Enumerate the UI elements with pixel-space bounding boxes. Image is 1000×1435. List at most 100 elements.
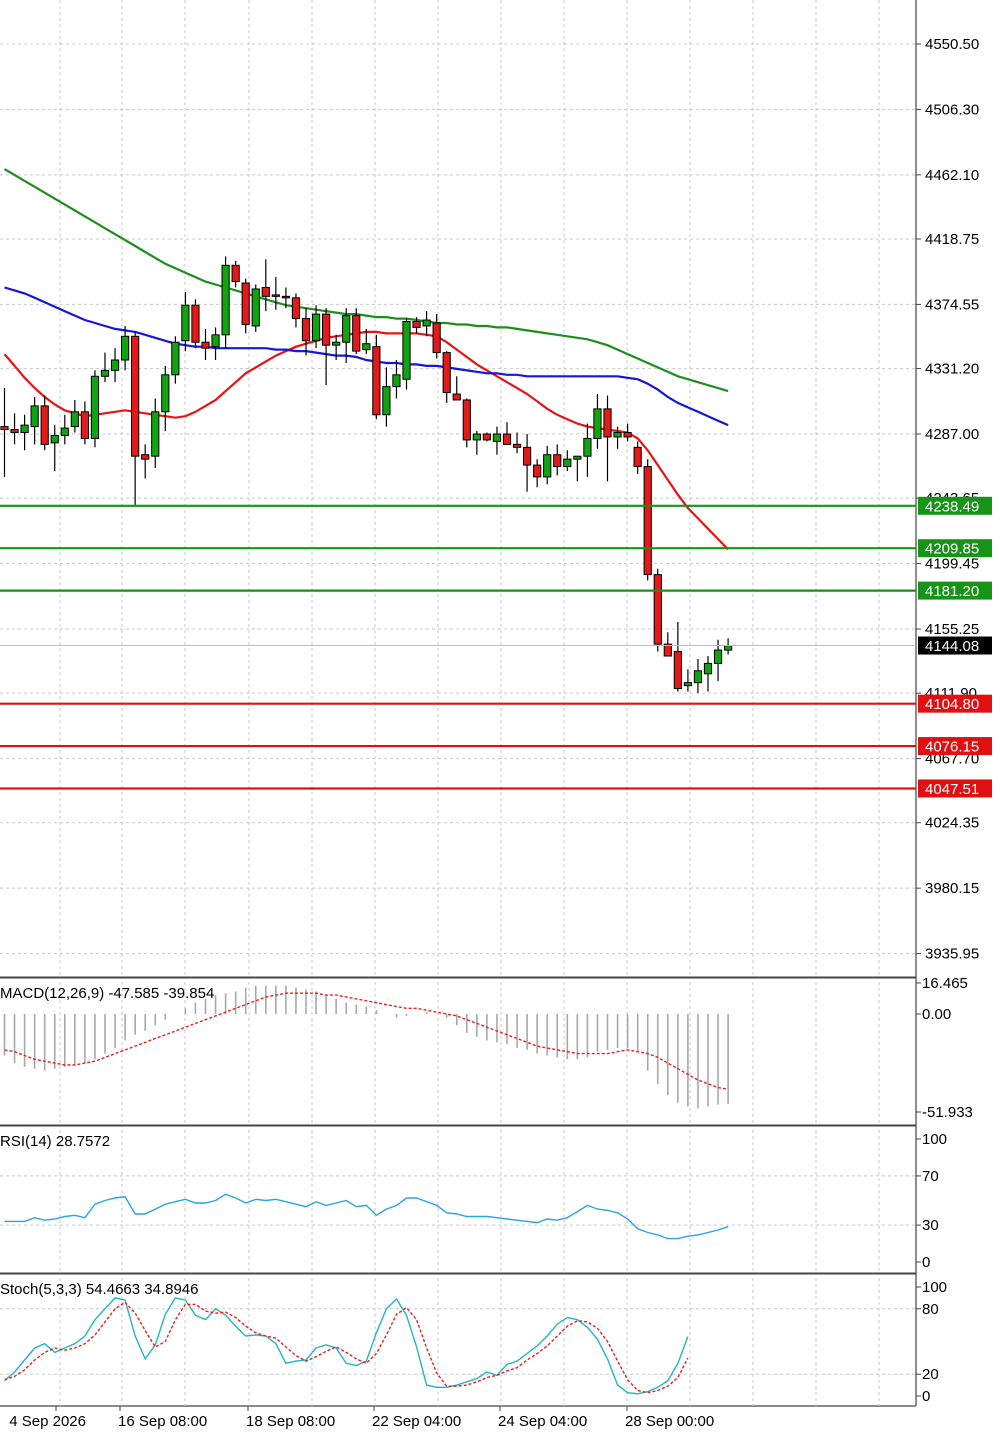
- candle[interactable]: [322, 308, 331, 386]
- candle-body: [392, 374, 401, 388]
- candle[interactable]: [70, 399, 79, 433]
- candle[interactable]: [60, 414, 69, 445]
- candle[interactable]: [653, 568, 662, 652]
- candle[interactable]: [583, 423, 592, 477]
- candle[interactable]: [151, 398, 160, 469]
- candle-body: [523, 446, 532, 466]
- candle[interactable]: [100, 352, 110, 383]
- candle[interactable]: [482, 432, 491, 442]
- candle[interactable]: [372, 334, 381, 420]
- candle-body: [422, 319, 431, 327]
- candle[interactable]: [673, 621, 682, 692]
- candle[interactable]: [141, 444, 150, 479]
- candle[interactable]: [181, 291, 190, 352]
- candle[interactable]: [211, 327, 220, 360]
- candle[interactable]: [563, 450, 572, 472]
- candle-body: [432, 322, 441, 354]
- candle[interactable]: [643, 459, 652, 581]
- candle[interactable]: [20, 414, 29, 451]
- candle[interactable]: [30, 396, 39, 445]
- candle[interactable]: [573, 455, 582, 482]
- resistance-label-box: [918, 539, 992, 558]
- candle-body: [462, 399, 471, 441]
- candle[interactable]: [301, 308, 311, 356]
- candle[interactable]: [291, 293, 301, 328]
- candle[interactable]: [110, 348, 120, 383]
- candle[interactable]: [251, 284, 260, 332]
- candle[interactable]: [362, 328, 371, 355]
- candle[interactable]: [342, 308, 351, 363]
- x-tick-label: 4 Sep 2026: [9, 1413, 86, 1430]
- candle[interactable]: [462, 398, 471, 448]
- candle[interactable]: [593, 394, 602, 449]
- candle[interactable]: [352, 308, 361, 355]
- candle[interactable]: [161, 365, 170, 432]
- candle[interactable]: [231, 260, 240, 288]
- candle[interactable]: [241, 278, 250, 334]
- candle[interactable]: [432, 314, 441, 359]
- candle[interactable]: [693, 658, 703, 694]
- candle-body: [231, 264, 240, 283]
- macd-y-tick-label: 0.00: [922, 1006, 951, 1023]
- candle[interactable]: [613, 426, 622, 449]
- x-axis: 4 Sep 2026 16 Sep 08:00 18 Sep 08:00 22 Sep…: [9, 1406, 714, 1430]
- candle[interactable]: [523, 434, 532, 492]
- candle[interactable]: [663, 632, 672, 657]
- candle[interactable]: [553, 444, 562, 476]
- x-tick-label: 28 Sep 00:00: [625, 1413, 714, 1430]
- candle[interactable]: [713, 639, 723, 682]
- candle[interactable]: [442, 351, 451, 403]
- candle[interactable]: [40, 395, 49, 451]
- candle-body: [141, 454, 150, 460]
- candle[interactable]: [332, 334, 341, 360]
- candle[interactable]: [80, 401, 90, 445]
- candle[interactable]: [90, 370, 100, 448]
- support-label-box: [918, 737, 992, 756]
- candle[interactable]: [131, 331, 140, 507]
- candle[interactable]: [221, 256, 230, 349]
- candle[interactable]: [603, 395, 612, 482]
- candle[interactable]: [633, 441, 642, 474]
- y-tick-label: 3980.15: [925, 880, 979, 897]
- candle-body: [281, 295, 290, 299]
- candle-body: [703, 662, 713, 675]
- candle[interactable]: [472, 431, 481, 455]
- candle[interactable]: [452, 376, 461, 401]
- candle[interactable]: [382, 367, 391, 427]
- candle[interactable]: [502, 422, 512, 445]
- candle[interactable]: [703, 656, 713, 692]
- candle[interactable]: [543, 445, 552, 485]
- candle[interactable]: [281, 287, 290, 309]
- candle[interactable]: [10, 413, 19, 445]
- candle[interactable]: [201, 328, 210, 360]
- candle[interactable]: [683, 669, 692, 692]
- current-price-box: [918, 636, 992, 655]
- candle[interactable]: [412, 317, 421, 334]
- rsi-y-tick-label: 70: [922, 1168, 939, 1185]
- moving-average-line-3: [3, 168, 729, 393]
- candle[interactable]: [492, 426, 502, 455]
- candle-body: [683, 682, 692, 687]
- candle[interactable]: [392, 359, 401, 399]
- candle[interactable]: [271, 277, 280, 310]
- candle[interactable]: [311, 305, 321, 349]
- candle-body: [603, 408, 612, 438]
- candle[interactable]: [0, 388, 9, 477]
- candle-body: [472, 433, 481, 441]
- candle[interactable]: [261, 259, 270, 312]
- candle[interactable]: [171, 336, 180, 384]
- candle-body: [583, 437, 592, 457]
- candle[interactable]: [512, 432, 522, 454]
- candle[interactable]: [422, 311, 431, 337]
- candle[interactable]: [533, 459, 542, 488]
- candle-body: [251, 288, 260, 327]
- candle[interactable]: [50, 425, 59, 472]
- candle-body: [201, 341, 210, 349]
- candle[interactable]: [623, 423, 632, 442]
- candle[interactable]: [402, 318, 411, 390]
- candle[interactable]: [191, 299, 200, 349]
- candle[interactable]: [121, 325, 130, 371]
- y-tick-label: 4331.20: [925, 361, 979, 378]
